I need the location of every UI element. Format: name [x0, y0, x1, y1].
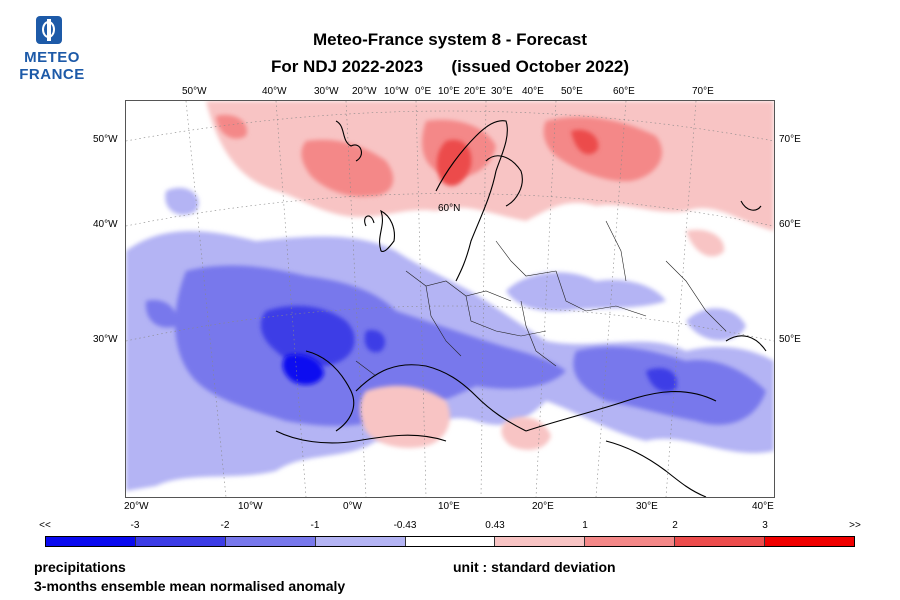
- bottom-lon-label: 30°E: [636, 501, 658, 512]
- top-lon-label: 20°E: [464, 86, 486, 97]
- title-line-2: For NDJ 2022-2023 (issued October 2022): [270, 57, 630, 76]
- colorbar-label: 1: [582, 520, 588, 531]
- top-lon-label: 10°E: [438, 86, 460, 97]
- top-lon-label: 40°E: [522, 86, 544, 97]
- colorbar-segment: [675, 537, 766, 546]
- colorbar-segment: [135, 537, 226, 546]
- graticule: [126, 101, 774, 497]
- title-line-1: Meteo-France system 8 - Forecast: [313, 30, 587, 49]
- unit-label: unit : standard deviation: [453, 559, 616, 575]
- colorbar-label: -0.43: [393, 520, 417, 531]
- anomaly-fill-dark-blue: [260, 305, 677, 392]
- coastlines: [275, 120, 767, 497]
- anomaly-map: 60°N: [125, 100, 775, 498]
- colorbar-label: -3: [130, 520, 140, 531]
- meteo-france-logo: METEO FRANCE: [14, 14, 88, 84]
- bottom-lon-label: 40°E: [752, 501, 774, 512]
- colorbar-label: 3: [762, 520, 768, 531]
- colorbar-segment: [405, 537, 496, 546]
- bottom-lon-label: 10°E: [438, 501, 460, 512]
- right-lat-label: 70°E: [779, 134, 801, 145]
- inner-lat-label: 60°N: [438, 203, 460, 214]
- top-lon-label: 30°E: [491, 86, 513, 97]
- top-lon-label: 70°E: [692, 86, 714, 97]
- product-description: 3-months ensemble mean normalised anomal…: [34, 578, 346, 594]
- colorbar: [45, 536, 855, 547]
- top-lon-label: 50°W: [182, 86, 207, 97]
- top-lon-label: 30°W: [314, 86, 339, 97]
- colorbar-label: 2: [672, 520, 678, 531]
- colorbar-label: >>: [849, 520, 861, 531]
- colorbar-segment: [585, 537, 676, 546]
- bottom-lon-label: 20°W: [124, 501, 149, 512]
- left-lat-label: 30°W: [93, 334, 118, 345]
- top-lon-label: 10°W: [384, 86, 409, 97]
- variable-name: precipitations: [34, 559, 126, 575]
- anomaly-map-svg: 60°N: [126, 101, 774, 497]
- colorbar-segment: [765, 537, 855, 546]
- top-lon-label: 0°E: [415, 86, 432, 97]
- bottom-lon-label: 20°E: [532, 501, 554, 512]
- colorbar-segment: [495, 537, 586, 546]
- colorbar-segment: [315, 537, 406, 546]
- top-lon-label: 60°E: [613, 86, 635, 97]
- logo-text-france: FRANCE: [19, 66, 85, 83]
- top-lon-label: 40°W: [262, 86, 287, 97]
- colorbar-label: -2: [220, 520, 230, 531]
- logo-text-meteo: METEO: [24, 49, 80, 66]
- colorbar-label: <<: [39, 520, 51, 531]
- left-lat-label: 40°W: [93, 219, 118, 230]
- anomaly-fill-deep-blue: [282, 354, 324, 385]
- right-lat-label: 50°E: [779, 334, 801, 345]
- top-lon-label: 50°E: [561, 86, 583, 97]
- right-lat-label: 60°E: [779, 219, 801, 230]
- colorbar-label: 0.43: [485, 520, 505, 531]
- bottom-lon-label: 10°W: [238, 501, 263, 512]
- top-lon-label: 20°W: [352, 86, 377, 97]
- logo-icon: [36, 16, 62, 44]
- bottom-lon-label: 0°W: [343, 501, 362, 512]
- colorbar-label: -1: [310, 520, 320, 531]
- left-lat-label: 50°W: [93, 134, 118, 145]
- colorbar-segment: [225, 537, 316, 546]
- country-borders: [355, 220, 727, 377]
- colorbar-segment: [46, 537, 136, 546]
